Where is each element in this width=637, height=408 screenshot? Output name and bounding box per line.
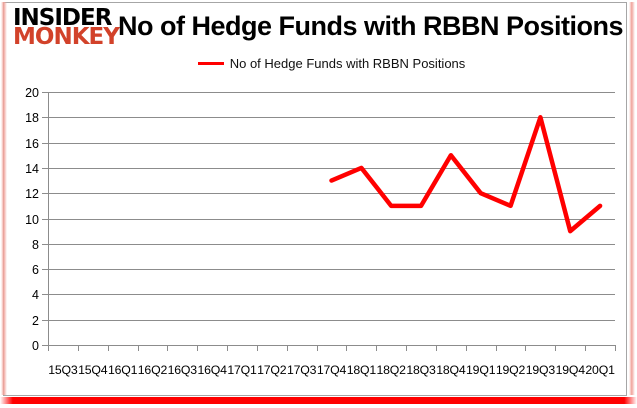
- y-axis-tick-label: 16: [25, 137, 39, 151]
- x-axis-tick-label: 19Q2: [496, 363, 526, 377]
- logo-monkey-text: MONKEY: [13, 23, 120, 51]
- y-axis-tick-label: 10: [25, 213, 39, 227]
- y-axis-tick-label: 14: [25, 162, 39, 176]
- x-axis-tick-label: 17Q4: [317, 363, 347, 377]
- x-axis-tick-label: 16Q3: [168, 363, 198, 377]
- left-edge-glow: [1, 2, 7, 395]
- chart-card: [3, 2, 627, 396]
- x-axis-tick-label: 16Q2: [138, 363, 168, 377]
- x-axis-tick-label: 15Q4: [78, 363, 108, 377]
- y-axis-tick-label: 18: [25, 111, 39, 125]
- y-axis-tick-label: 20: [25, 86, 39, 100]
- legend: No of Hedge Funds with RBBN Positions: [48, 54, 615, 72]
- logo-insider-text: INSIDER: [13, 4, 112, 32]
- x-axis-tick-label: 17Q3: [287, 363, 317, 377]
- y-axis-tick-label: 0: [32, 339, 39, 353]
- x-axis-tick-label: 18Q4: [436, 363, 466, 377]
- x-axis-tick-label: 17Q1: [227, 363, 257, 377]
- x-axis-tick-label: 16Q4: [197, 363, 227, 377]
- y-axis-tick-label: 8: [32, 238, 39, 252]
- y-axis-tick-label: 12: [25, 187, 39, 201]
- y-axis-tick-label: 4: [32, 288, 39, 302]
- legend-line-swatch: [197, 61, 224, 65]
- x-axis-tick-label: 20Q1: [585, 363, 615, 377]
- insider-monkey-logo: INSIDER MONKEY: [13, 4, 120, 51]
- x-axis-tick-label: 15Q3: [48, 363, 78, 377]
- x-axis-tick-label: 19Q3: [526, 363, 556, 377]
- legend-label: No of Hedge Funds with RBBN Positions: [229, 55, 466, 71]
- bottom-accent-bar: [0, 397, 637, 404]
- x-axis-tick-label: 18Q1: [347, 363, 377, 377]
- x-axis-tick-label: 18Q3: [406, 363, 436, 377]
- series-line: [329, 115, 603, 234]
- x-axis-tick-label: 18Q2: [377, 363, 407, 377]
- x-axis-tick-label: 17Q2: [257, 363, 287, 377]
- right-edge-glow: [629, 2, 635, 395]
- chart-title: No of Hedge Funds with RBBN Positions: [118, 11, 623, 41]
- x-axis-tick-label: 19Q1: [466, 363, 496, 377]
- x-axis-tick-label: 16Q1: [108, 363, 138, 377]
- x-axis-tick-label: 19Q4: [556, 363, 586, 377]
- y-axis-tick-label: 6: [32, 263, 39, 277]
- y-axis-tick-label: 2: [32, 314, 39, 328]
